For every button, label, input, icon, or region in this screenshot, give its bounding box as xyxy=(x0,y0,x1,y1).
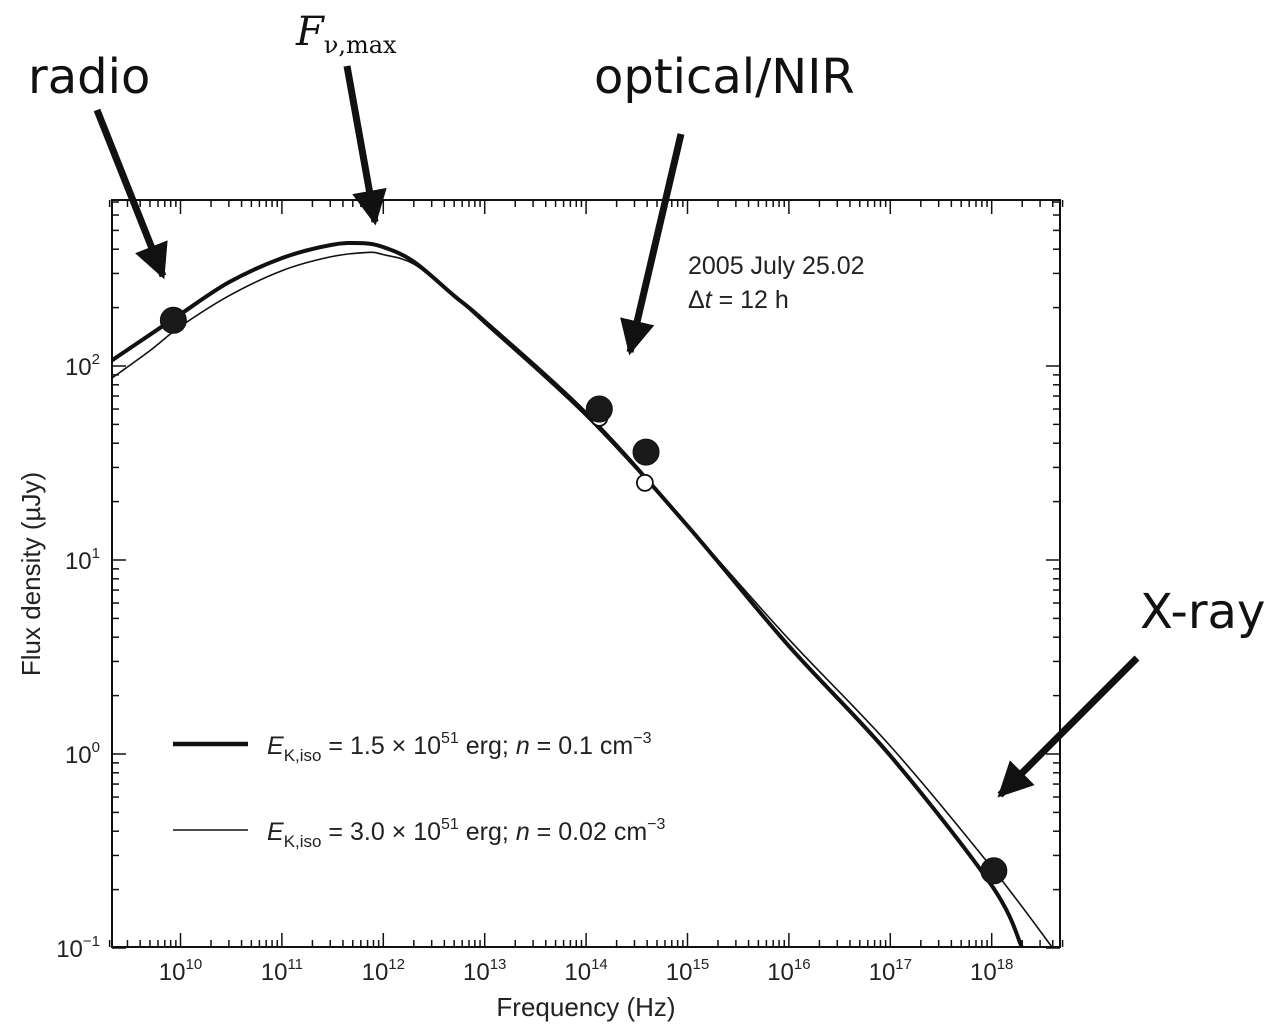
x-tick-label-2: 1012 xyxy=(362,956,405,986)
callout-fnu-max-main: F xyxy=(295,9,325,55)
y-tick-label-2: 101 xyxy=(65,545,100,575)
arrow-optical-nir xyxy=(620,133,685,356)
series-line-thin xyxy=(112,251,1053,947)
x-tick-label-4: 1014 xyxy=(564,956,607,986)
y-tick-label-3: 102 xyxy=(65,351,100,381)
x-tick-label-6: 1016 xyxy=(767,956,810,986)
y-tick-label-1: 100 xyxy=(65,739,100,769)
x-tick-label-7: 1017 xyxy=(869,956,912,986)
open-data-point-1 xyxy=(635,473,654,492)
legend: EK,iso = 1.5 × 1051 erg; n = 0.1 cm−3 EK… xyxy=(173,730,665,851)
annotation-date: 2005 July 25.02 xyxy=(688,252,865,280)
filled-data-point-1 xyxy=(585,395,613,423)
callout-xray: X-ray xyxy=(1140,584,1265,640)
x-tick-label-5: 1015 xyxy=(666,956,709,986)
x-tick-label-8: 1018 xyxy=(970,956,1013,986)
callout-optical-nir: optical/NIR xyxy=(594,49,855,105)
x-tick-label-0: 1010 xyxy=(159,956,202,986)
legend-entry-2: EK,iso = 3.0 × 1051 erg; n = 0.02 cm−3 xyxy=(267,816,665,851)
model-curves xyxy=(112,240,1053,947)
arrow-xray xyxy=(997,655,1140,798)
callout-fnu-max-sub: ν,max xyxy=(324,31,397,59)
filled-data-point-3 xyxy=(980,857,1008,885)
annotation-delta-t: Δt = 12 h xyxy=(688,286,789,314)
x-axis-title: Frequency (Hz) xyxy=(496,992,675,1022)
callout-fnu-max: Fν,max xyxy=(295,9,397,59)
y-axis-title: Flux density (µJy) xyxy=(16,472,46,676)
filled-data-point-0 xyxy=(159,306,187,334)
filled-data-point-2 xyxy=(632,438,660,466)
axis-ticks xyxy=(108,200,1064,949)
data-points xyxy=(159,306,1008,885)
arrow-fnu-max xyxy=(343,65,387,226)
x-tick-label-3: 1013 xyxy=(463,956,506,986)
y-tick-label-0: 10−1 xyxy=(56,933,100,963)
y-tick-labels: 10−1 100 101 102 xyxy=(56,351,100,963)
x-tick-labels: 1010 1011 1012 1013 1014 1015 1016 1017 1018 xyxy=(159,956,1014,986)
arrow-radio xyxy=(93,108,168,280)
x-tick-label-1: 1011 xyxy=(261,956,303,986)
legend-entry-1: EK,iso = 1.5 × 1051 erg; n = 0.1 cm−3 xyxy=(267,730,652,765)
callout-radio: radio xyxy=(28,49,150,105)
